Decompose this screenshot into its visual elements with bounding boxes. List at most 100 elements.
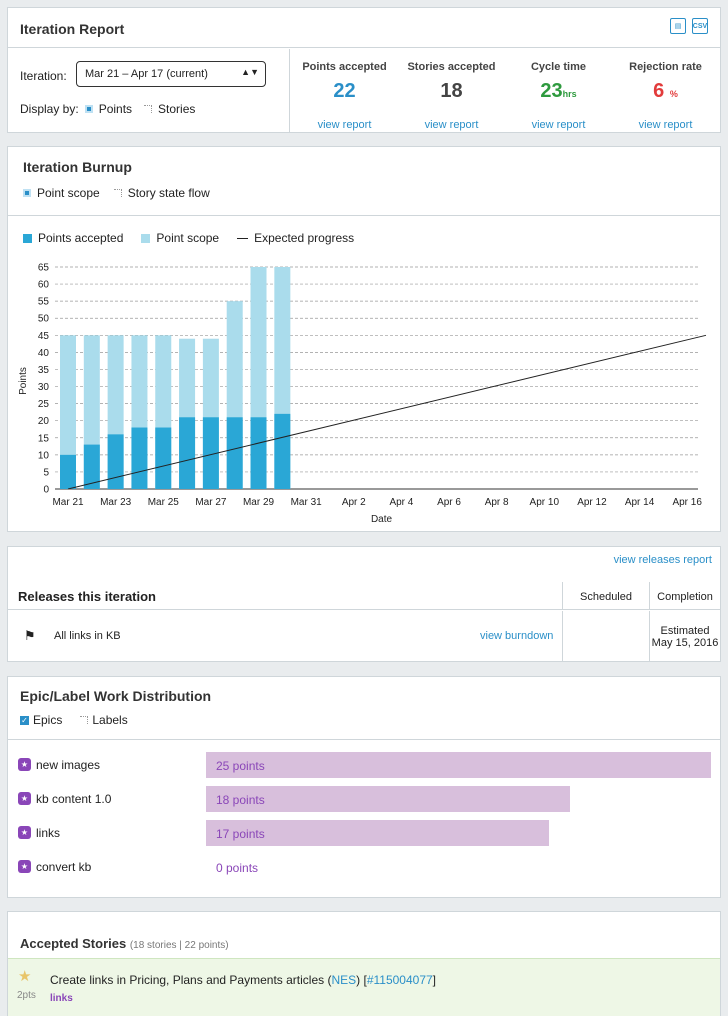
display-stories-radio[interactable]: [144, 105, 153, 113]
stat-stories-accepted: Stories accepted 18 view report: [398, 49, 505, 133]
bar-points-accepted: [83, 444, 100, 489]
epic-name[interactable]: kb content 1.0: [36, 792, 112, 806]
expected-progress-line: [67, 334, 707, 490]
view-report-link[interactable]: view report: [531, 119, 586, 131]
iteration-label: Iteration:: [20, 69, 67, 83]
x-tick-label: Apr 12: [577, 497, 607, 508]
point-scope-radio[interactable]: [23, 189, 31, 197]
view-report-link[interactable]: view report: [424, 119, 479, 131]
burnup-options: Point scope Story state flow: [23, 186, 210, 200]
select-arrows-icon: ▲▼: [241, 67, 259, 77]
star-icon[interactable]: ★: [18, 968, 32, 985]
epics-checkbox-icon[interactable]: ✓: [20, 715, 29, 725]
stat-label: Rejection rate: [629, 61, 702, 73]
release-completion: Estimated May 15, 2016: [649, 611, 720, 662]
accepted-summary: (18 stories | 22 points): [129, 940, 229, 951]
stat-points-accepted: Points accepted 22 view report: [291, 49, 398, 133]
bar-points-accepted: [250, 417, 267, 489]
csv-icon[interactable]: CSV: [692, 18, 708, 34]
epic-points: 18 points: [216, 793, 265, 807]
epic-row[interactable]: ★ kb content 1.0 18 points: [8, 785, 720, 812]
bar-points-accepted: [274, 413, 291, 489]
y-tick-label: 65: [38, 263, 50, 274]
display-points-radio[interactable]: [84, 105, 93, 113]
view-report-link[interactable]: view report: [638, 119, 693, 131]
y-tick-label: 10: [38, 450, 50, 461]
epic-row[interactable]: ★ convert kb 0 points: [8, 853, 720, 879]
y-tick-label: 55: [38, 297, 50, 308]
x-tick-label: Mar 25: [148, 497, 180, 508]
stat-rejection-rate: Rejection rate 6 % view report: [612, 49, 719, 133]
x-tick-label: Mar 29: [243, 497, 275, 508]
y-tick-label: 50: [38, 314, 50, 325]
releases-header-row: Releases this iteration Scheduled Comple…: [8, 582, 720, 610]
x-tick-label: Apr 4: [389, 497, 413, 508]
stat-value: 6 %: [653, 80, 678, 102]
bar-points-accepted: [226, 417, 243, 489]
stat-value: 22: [333, 80, 356, 102]
legend-scope-swatch: [141, 233, 151, 243]
y-tick-label: 15: [38, 433, 50, 444]
stat-value: 23hrs: [540, 80, 577, 102]
y-tick-label: 45: [38, 331, 50, 342]
epic-title: Epic/Label Work Distribution: [20, 688, 212, 704]
point-scope-label[interactable]: Point scope: [37, 186, 100, 200]
bar-point-scope: [60, 335, 76, 489]
iteration-select-value: Mar 21 – Apr 17 (current): [85, 68, 208, 80]
release-name: All links in KB: [54, 630, 121, 642]
epic-icon: ★: [18, 860, 31, 873]
legend-accepted-swatch: [23, 233, 32, 243]
completion-status: Estimated: [660, 625, 710, 637]
view-burndown-link[interactable]: view burndown: [480, 630, 554, 642]
legend-expected: Expected progress: [254, 231, 355, 245]
epic-name[interactable]: convert kb: [36, 860, 92, 874]
chart-legend: Points accepted Point scope Expected pro…: [23, 231, 354, 245]
bar-points-accepted: [155, 427, 172, 489]
view-releases-report-link[interactable]: view releases report: [613, 554, 712, 566]
y-tick-label: 60: [38, 280, 50, 291]
legend-accepted: Points accepted: [38, 231, 124, 245]
report-header: Iteration Report ▤ CSV: [8, 8, 720, 48]
x-tick-label: Mar 27: [195, 497, 227, 508]
x-tick-label: Apr 10: [530, 497, 560, 508]
epic-options: ✓ Epics Labels: [20, 713, 128, 727]
display-by-label: Display by:: [20, 102, 79, 116]
epic-row[interactable]: ★ new images 25 points: [8, 751, 720, 778]
burnup-chart: 0 5 10 15 20 25 30 35 40 45 50 55 60 65 Mar 21 Mar 23 Ma…: [18, 263, 707, 525]
story-row[interactable]: ★ 2pts Create links in Pricing, Plans an…: [8, 958, 720, 1016]
view-report-link[interactable]: view report: [317, 119, 372, 131]
report-title: Iteration Report: [20, 21, 125, 37]
bar-points-accepted: [107, 434, 124, 489]
display-points-label[interactable]: Points: [98, 102, 133, 116]
accepted-title-text: Accepted Stories: [20, 936, 127, 951]
x-tick-label: Apr 2: [342, 497, 366, 508]
story-project-link[interactable]: NES: [331, 973, 357, 987]
epics-label[interactable]: Epics: [33, 713, 63, 727]
releases-title: Releases this iteration: [18, 589, 156, 604]
epic-name[interactable]: links: [36, 826, 61, 840]
bar-points-accepted: [131, 427, 148, 489]
stat-unit: %: [669, 89, 678, 99]
x-tick-label: Mar 23: [100, 497, 132, 508]
story-state-label[interactable]: Story state flow: [127, 186, 210, 200]
epic-row[interactable]: ★ links 17 points: [8, 819, 720, 846]
x-tick-label: Apr 14: [625, 497, 655, 508]
story-label[interactable]: links: [50, 993, 73, 1004]
story-state-radio[interactable]: [113, 189, 122, 197]
stat-unit: hrs: [562, 89, 577, 99]
labels-label[interactable]: Labels: [92, 713, 128, 727]
x-tick-label: Apr 16: [672, 497, 702, 508]
display-by: Display by: Points Stories: [20, 102, 195, 116]
burnup-title: Iteration Burnup: [23, 159, 132, 175]
y-tick-label: 30: [38, 382, 50, 393]
story-title[interactable]: Create links in Pricing, Plans and Payme…: [50, 973, 437, 987]
story-id-link[interactable]: #115004077: [366, 973, 433, 987]
y-tick-label: 25: [38, 399, 50, 410]
epic-distribution-panel: Epic/Label Work Distribution ✓ Epics Lab…: [7, 676, 721, 898]
labels-radio[interactable]: [80, 716, 89, 724]
print-icon[interactable]: ▤: [670, 18, 686, 34]
epic-name[interactable]: new images: [36, 758, 101, 772]
iteration-select[interactable]: Mar 21 – Apr 17 (current) ▲▼: [76, 61, 266, 87]
bar-points-accepted: [60, 454, 76, 489]
display-stories-label[interactable]: Stories: [158, 102, 196, 116]
